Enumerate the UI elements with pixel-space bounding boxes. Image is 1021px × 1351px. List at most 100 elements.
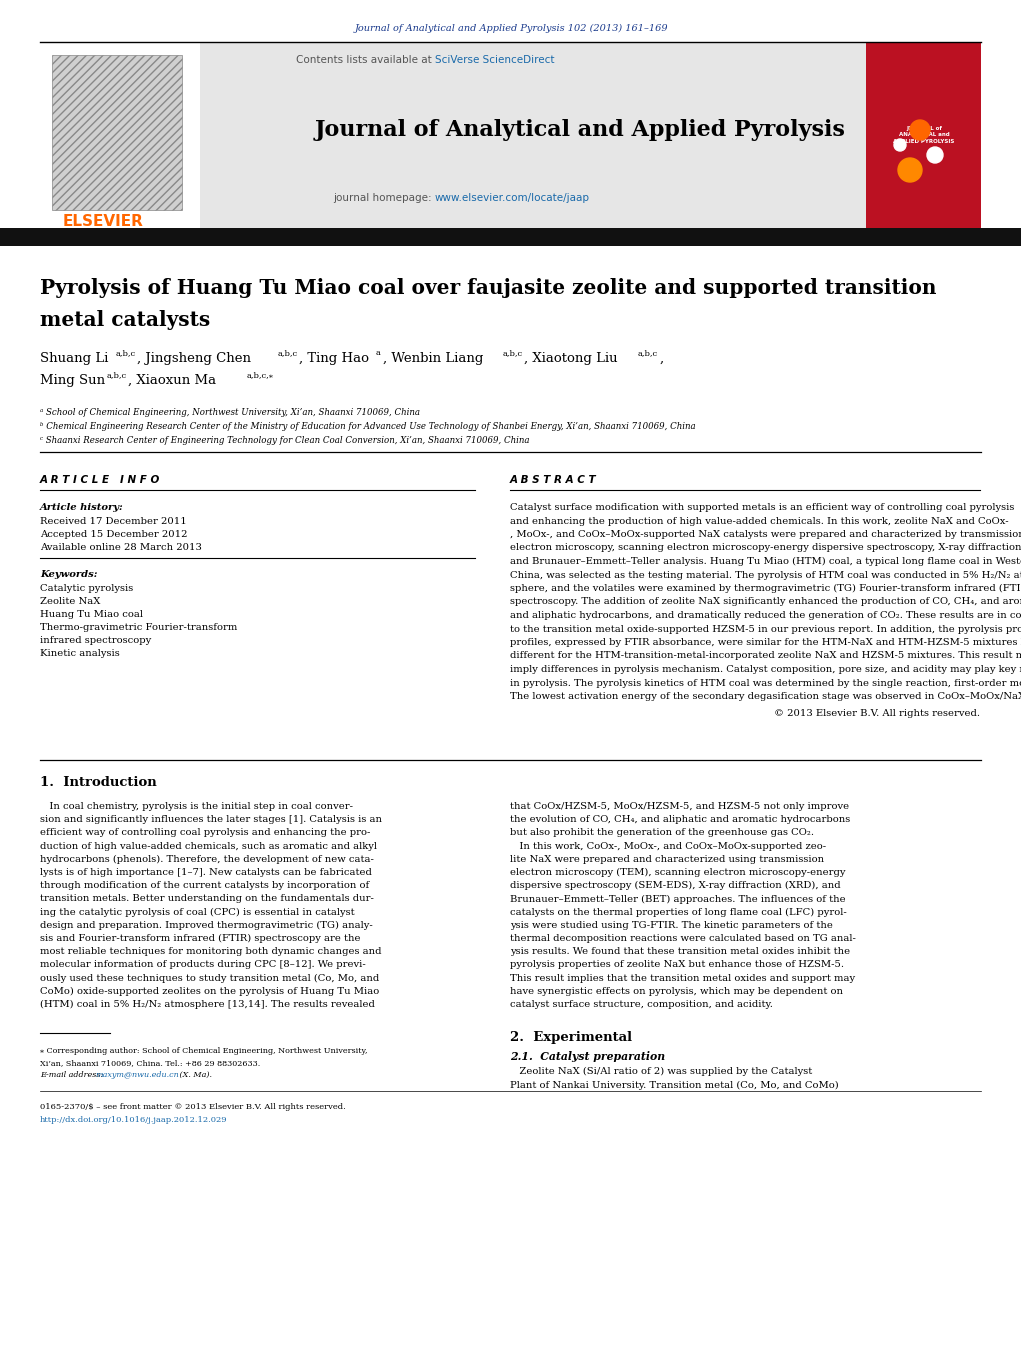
Circle shape	[894, 139, 906, 151]
Text: (X. Ma).: (X. Ma).	[177, 1071, 212, 1079]
Text: and aliphatic hydrocarbons, and dramatically reduced the generation of CO₂. Thes: and aliphatic hydrocarbons, and dramatic…	[510, 611, 1021, 620]
Bar	[200, 42, 960, 230]
Text: Catalyst surface modification with supported metals is an efficient way of contr: Catalyst surface modification with suppo…	[510, 503, 1015, 512]
Text: lysts is of high importance [1–7]. New catalysts can be fabricated: lysts is of high importance [1–7]. New c…	[40, 867, 372, 877]
Text: infrared spectroscopy: infrared spectroscopy	[40, 636, 151, 644]
Text: thermal decomposition reactions were calculated based on TG anal-: thermal decomposition reactions were cal…	[510, 934, 856, 943]
Text: 2.  Experimental: 2. Experimental	[510, 1031, 632, 1044]
Text: metal catalysts: metal catalysts	[40, 309, 210, 330]
Text: catalyst surface structure, composition, and acidity.: catalyst surface structure, composition,…	[510, 1000, 773, 1009]
Text: In this work, CoOx-, MoOx-, and CoOx–MoOx-supported zeo-: In this work, CoOx-, MoOx-, and CoOx–MoO…	[510, 842, 826, 851]
Text: different for the HTM-transition-metal-incorporated zeolite NaX and HZSM-5 mixtu: different for the HTM-transition-metal-i…	[510, 651, 1021, 661]
Text: This result implies that the transition metal oxides and support may: This result implies that the transition …	[510, 974, 856, 982]
Text: , Wenbin Liang: , Wenbin Liang	[383, 353, 483, 365]
Text: sis and Fourier-transform infrared (FTIR) spectroscopy are the: sis and Fourier-transform infrared (FTIR…	[40, 934, 360, 943]
Text: 2.1.  Catalyst preparation: 2.1. Catalyst preparation	[510, 1051, 665, 1062]
Text: In coal chemistry, pyrolysis is the initial step in coal conver-: In coal chemistry, pyrolysis is the init…	[40, 802, 353, 811]
Text: , Xiaoxun Ma: , Xiaoxun Ma	[128, 374, 216, 386]
Text: ELSEVIER: ELSEVIER	[62, 215, 143, 230]
Bar	[52, 55, 182, 209]
Text: Zeolite NaX (Si/Al ratio of 2) was supplied by the Catalyst: Zeolite NaX (Si/Al ratio of 2) was suppl…	[510, 1067, 813, 1077]
Text: ᵇ Chemical Engineering Research Center of the Ministry of Education for Advanced: ᵇ Chemical Engineering Research Center o…	[40, 422, 695, 431]
Text: , Xiaotong Liu: , Xiaotong Liu	[524, 353, 618, 365]
Text: pyrolysis properties of zeolite NaX but enhance those of HZSM-5.: pyrolysis properties of zeolite NaX but …	[510, 961, 844, 970]
Text: and Brunauer–Emmett–Teller analysis. Huang Tu Miao (HTM) coal, a typical long fl: and Brunauer–Emmett–Teller analysis. Hua…	[510, 557, 1021, 566]
Text: JOURNAL of
ANALYTICAL and
APPLIED PYROLYSIS: JOURNAL of ANALYTICAL and APPLIED PYROLY…	[893, 126, 955, 145]
Text: Plant of Nankai University. Transition metal (Co, Mo, and CoMo): Plant of Nankai University. Transition m…	[510, 1081, 838, 1089]
Text: a,b,c: a,b,c	[278, 349, 298, 357]
Text: sphere, and the volatiles were examined by thermogravimetric (TG) Fourier-transf: sphere, and the volatiles were examined …	[510, 584, 1021, 593]
Text: Received 17 December 2011: Received 17 December 2011	[40, 517, 187, 526]
Text: Thermo-gravimetric Fourier-transform: Thermo-gravimetric Fourier-transform	[40, 623, 237, 632]
Text: (HTM) coal in 5% H₂/N₂ atmosphere [13,14]. The results revealed: (HTM) coal in 5% H₂/N₂ atmosphere [13,14…	[40, 1000, 375, 1009]
Text: Article history:: Article history:	[40, 503, 124, 512]
Text: A B S T R A C T: A B S T R A C T	[510, 476, 596, 485]
Text: , Ting Hao: , Ting Hao	[299, 353, 369, 365]
Text: ysis results. We found that these transition metal oxides inhibit the: ysis results. We found that these transi…	[510, 947, 850, 957]
Text: CoMo) oxide-supported zeolites on the pyrolysis of Huang Tu Miao: CoMo) oxide-supported zeolites on the py…	[40, 986, 379, 996]
Text: ᵃ School of Chemical Engineering, Northwest University, Xi’an, Shaanxi 710069, C: ᵃ School of Chemical Engineering, Northw…	[40, 408, 420, 417]
Text: 0165-2370/$ – see front matter © 2013 Elsevier B.V. All rights reserved.: 0165-2370/$ – see front matter © 2013 El…	[40, 1104, 346, 1112]
Text: catalysts on the thermal properties of long flame coal (LFC) pyrol-: catalysts on the thermal properties of l…	[510, 908, 846, 917]
Text: most reliable techniques for monitoring both dynamic changes and: most reliable techniques for monitoring …	[40, 947, 382, 957]
Text: ⁎ Corresponding author: School of Chemical Engineering, Northwest University,: ⁎ Corresponding author: School of Chemic…	[40, 1047, 368, 1055]
Text: , Jingsheng Chen: , Jingsheng Chen	[137, 353, 251, 365]
Text: dispersive spectroscopy (SEM-EDS), X-ray diffraction (XRD), and: dispersive spectroscopy (SEM-EDS), X-ray…	[510, 881, 840, 890]
Text: Xi’an, Shaanxi 710069, China. Tel.: +86 29 88302633.: Xi’an, Shaanxi 710069, China. Tel.: +86 …	[40, 1059, 260, 1067]
Text: design and preparation. Improved thermogravimetric (TG) analy-: design and preparation. Improved thermog…	[40, 921, 373, 929]
Text: through modification of the current catalysts by incorporation of: through modification of the current cata…	[40, 881, 370, 890]
Text: electron microscopy (TEM), scanning electron microscopy-energy: electron microscopy (TEM), scanning elec…	[510, 867, 845, 877]
Text: efficient way of controlling coal pyrolysis and enhancing the pro-: efficient way of controlling coal pyroly…	[40, 828, 371, 838]
Text: Brunauer–Emmett–Teller (BET) approaches. The influences of the: Brunauer–Emmett–Teller (BET) approaches.…	[510, 894, 845, 904]
Text: Huang Tu Miao coal: Huang Tu Miao coal	[40, 611, 143, 619]
Text: Zeolite NaX: Zeolite NaX	[40, 597, 100, 607]
Text: maxym@nwu.edu.cn: maxym@nwu.edu.cn	[95, 1071, 179, 1079]
Text: a,b,c: a,b,c	[107, 372, 128, 380]
Text: electron microscopy, scanning electron microscopy-energy dispersive spectroscopy: electron microscopy, scanning electron m…	[510, 543, 1021, 553]
Text: that CoOx/HZSM-5, MoOx/HZSM-5, and HZSM-5 not only improve: that CoOx/HZSM-5, MoOx/HZSM-5, and HZSM-…	[510, 802, 849, 811]
Text: hydrocarbons (phenols). Therefore, the development of new cata-: hydrocarbons (phenols). Therefore, the d…	[40, 855, 374, 863]
Text: profiles, expressed by FTIR absorbance, were similar for the HTM-NaX and HTM-HZS: profiles, expressed by FTIR absorbance, …	[510, 638, 1021, 647]
Text: in pyrolysis. The pyrolysis kinetics of HTM coal was determined by the single re: in pyrolysis. The pyrolysis kinetics of …	[510, 678, 1021, 688]
Text: Kinetic analysis: Kinetic analysis	[40, 648, 119, 658]
Text: ysis were studied using TG-FTIR. The kinetic parameters of the: ysis were studied using TG-FTIR. The kin…	[510, 921, 833, 929]
Text: spectroscopy. The addition of zeolite NaX significantly enhanced the production : spectroscopy. The addition of zeolite Na…	[510, 597, 1021, 607]
Text: a,b,c: a,b,c	[638, 349, 659, 357]
Text: a: a	[376, 349, 381, 357]
Text: lite NaX were prepared and characterized using transmission: lite NaX were prepared and characterized…	[510, 855, 824, 863]
Text: SciVerse ScienceDirect: SciVerse ScienceDirect	[435, 55, 554, 65]
Text: A R T I C L E   I N F O: A R T I C L E I N F O	[40, 476, 160, 485]
Text: Journal of Analytical and Applied Pyrolysis 102 (2013) 161–169: Journal of Analytical and Applied Pyroly…	[354, 23, 668, 32]
Text: sion and significantly influences the later stages [1]. Catalysis is an: sion and significantly influences the la…	[40, 815, 382, 824]
Text: The lowest activation energy of the secondary degasification stage was observed : The lowest activation energy of the seco…	[510, 692, 1021, 701]
Text: E-mail address:: E-mail address:	[40, 1071, 106, 1079]
Text: a,b,c: a,b,c	[116, 349, 136, 357]
Text: ᶜ Shaanxi Research Center of Engineering Technology for Clean Coal Conversion, X: ᶜ Shaanxi Research Center of Engineering…	[40, 436, 530, 444]
Text: www.elsevier.com/locate/jaap: www.elsevier.com/locate/jaap	[435, 193, 590, 203]
Text: ,: ,	[660, 353, 664, 365]
Circle shape	[910, 120, 930, 141]
Text: duction of high value-added chemicals, such as aromatic and alkyl: duction of high value-added chemicals, s…	[40, 842, 377, 851]
Text: ing the catalytic pyrolysis of coal (CPC) is essential in catalyst: ing the catalytic pyrolysis of coal (CPC…	[40, 908, 354, 917]
Text: China, was selected as the testing material. The pyrolysis of HTM coal was condu: China, was selected as the testing mater…	[510, 570, 1021, 580]
Text: the evolution of CO, CH₄, and aliphatic and aromatic hydrocarbons: the evolution of CO, CH₄, and aliphatic …	[510, 815, 850, 824]
Text: but also prohibit the generation of the greenhouse gas CO₂.: but also prohibit the generation of the …	[510, 828, 814, 838]
Text: transition metals. Better understanding on the fundamentals dur-: transition metals. Better understanding …	[40, 894, 374, 904]
Text: a,b,c,⁎: a,b,c,⁎	[247, 372, 274, 380]
Text: Available online 28 March 2013: Available online 28 March 2013	[40, 543, 202, 553]
Text: Contents lists available at: Contents lists available at	[296, 55, 435, 65]
Text: molecular information of products during CPC [8–12]. We previ-: molecular information of products during…	[40, 961, 366, 970]
Text: have synergistic effects on pyrolysis, which may be dependent on: have synergistic effects on pyrolysis, w…	[510, 986, 843, 996]
Text: Journal of Analytical and Applied Pyrolysis: Journal of Analytical and Applied Pyroly…	[314, 119, 845, 141]
Text: Ming Sun: Ming Sun	[40, 374, 105, 386]
Text: http://dx.doi.org/10.1016/j.jaap.2012.12.029: http://dx.doi.org/10.1016/j.jaap.2012.12…	[40, 1116, 228, 1124]
Text: and enhancing the production of high value-added chemicals. In this work, zeolit: and enhancing the production of high val…	[510, 516, 1009, 526]
Text: Keywords:: Keywords:	[40, 570, 97, 580]
Text: Catalytic pyrolysis: Catalytic pyrolysis	[40, 584, 134, 593]
Text: to the transition metal oxide-supported HZSM-5 in our previous report. In additi: to the transition metal oxide-supported …	[510, 624, 1021, 634]
Bar	[0, 228, 1021, 246]
Text: journal homepage:: journal homepage:	[333, 193, 435, 203]
Text: © 2013 Elsevier B.V. All rights reserved.: © 2013 Elsevier B.V. All rights reserved…	[774, 709, 980, 719]
Text: Pyrolysis of Huang Tu Miao coal over faujasite zeolite and supported transition: Pyrolysis of Huang Tu Miao coal over fau…	[40, 278, 936, 299]
Text: ously used these techniques to study transition metal (Co, Mo, and: ously used these techniques to study tra…	[40, 974, 379, 982]
